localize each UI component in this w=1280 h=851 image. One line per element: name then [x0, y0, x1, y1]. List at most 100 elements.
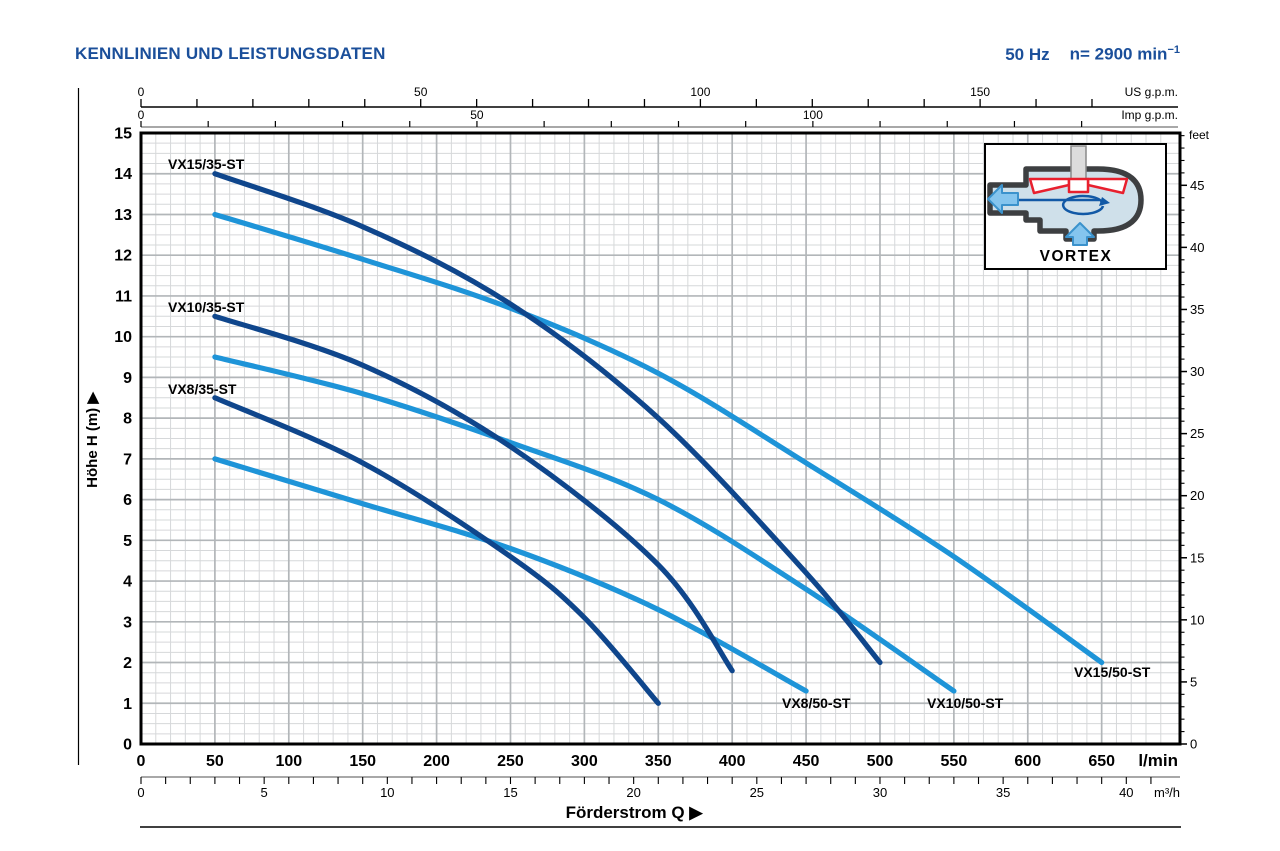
curve-label-vx8-35-st: VX8/35-ST [168, 381, 237, 397]
outlet-arrow-icon [987, 184, 1019, 214]
speed-value: n= 2900 min [1069, 44, 1168, 64]
vortex-label: VORTEX [1040, 248, 1113, 265]
svg-text:14: 14 [114, 166, 132, 183]
svg-text:450: 450 [793, 753, 820, 770]
y-axis-title: Höhe H (m) ▶ [84, 391, 101, 488]
svg-text:15: 15 [503, 785, 517, 800]
page-title: KENNLINIEN UND LEISTUNGSDATEN [75, 44, 386, 63]
swirl-arrowhead [1099, 197, 1110, 206]
curves [212, 171, 1105, 706]
curve-labels: VX15/35-ST VX15/50-ST VX10/35-ST VX10/50-ST… [168, 156, 1151, 711]
svg-text:0: 0 [138, 85, 145, 99]
x-axis-us-gpm: 0 50 100 150 US g.p.m. [138, 85, 1178, 108]
svg-text:50: 50 [414, 85, 428, 99]
svg-text:600: 600 [1014, 753, 1041, 770]
x-axis-m3h: 0 5 10 15 20 25 30 35 40 m³/h [137, 776, 1180, 800]
svg-text:2: 2 [123, 655, 132, 672]
svg-text:12: 12 [114, 248, 132, 265]
curve-label-vx8-50-st: VX8/50-ST [782, 695, 851, 711]
svg-text:7: 7 [123, 451, 132, 468]
svg-text:13: 13 [114, 207, 132, 224]
y-axis-feet: 0 5 10 15 20 25 30 35 40 45 feet [1180, 128, 1210, 752]
svg-text:150: 150 [349, 753, 376, 770]
svg-text:100: 100 [275, 753, 302, 770]
curve-label-vx15-50-st: VX15/50-ST [1074, 664, 1151, 680]
curve-label-vx10-50-st: VX10/50-ST [927, 695, 1004, 711]
svg-text:3: 3 [123, 614, 132, 631]
m3h-unit: m³/h [1154, 785, 1180, 800]
svg-text:35: 35 [1190, 302, 1204, 317]
svg-text:35: 35 [996, 785, 1010, 800]
svg-text:1: 1 [123, 696, 132, 713]
svg-text:30: 30 [1190, 364, 1204, 379]
curve-label-vx10-35-st: VX10/35-ST [168, 299, 245, 315]
svg-text:400: 400 [719, 753, 746, 770]
svg-text:5: 5 [1190, 674, 1197, 689]
curve-vx8-35-st [212, 395, 661, 706]
svg-text:550: 550 [941, 753, 968, 770]
svg-text:30: 30 [873, 785, 887, 800]
svg-text:15: 15 [1190, 550, 1204, 565]
svg-text:15: 15 [114, 126, 132, 143]
svg-text:200: 200 [423, 753, 450, 770]
feet-unit: feet [1189, 128, 1210, 142]
us-gpm-unit: US g.p.m. [1125, 85, 1178, 99]
svg-text:100: 100 [690, 85, 710, 99]
header-frequency-speed: 50 Hz n= 2900 min−1 [1005, 44, 1180, 65]
chart-root: VX15/35-ST VX15/50-ST VX10/35-ST VX10/50-ST… [77, 85, 1210, 828]
svg-text:4: 4 [123, 574, 132, 591]
svg-text:45: 45 [1190, 178, 1204, 193]
svg-text:10: 10 [114, 329, 132, 346]
speed-exponent: −1 [1167, 44, 1180, 56]
svg-text:500: 500 [867, 753, 894, 770]
svg-text:0: 0 [1190, 737, 1197, 752]
svg-text:25: 25 [1190, 426, 1204, 441]
svg-text:650: 650 [1088, 753, 1115, 770]
svg-text:50: 50 [470, 108, 484, 122]
svg-text:250: 250 [497, 753, 524, 770]
curve-label-vx15-35-st: VX15/35-ST [168, 156, 245, 172]
vortex-inset: VORTEX [984, 143, 1167, 270]
svg-text:0: 0 [123, 737, 132, 754]
curve-vx10-50-st [212, 354, 957, 694]
inlet-arrow-icon [1065, 222, 1095, 246]
svg-text:100: 100 [803, 108, 823, 122]
svg-text:5: 5 [123, 533, 132, 550]
svg-text:10: 10 [380, 785, 394, 800]
svg-text:11: 11 [115, 288, 132, 305]
x-axis-imp-gpm: 0 50 100 Imp g.p.m. [138, 108, 1178, 128]
svg-text:5: 5 [261, 785, 268, 800]
svg-text:150: 150 [970, 85, 990, 99]
svg-text:350: 350 [645, 753, 672, 770]
curve-vx10-35-st [212, 313, 735, 674]
impeller-icon [1028, 177, 1129, 195]
svg-text:10: 10 [1190, 612, 1204, 627]
frequency-value: 50 Hz [1005, 44, 1050, 64]
svg-text:20: 20 [626, 785, 640, 800]
curve-vx15-50-st [212, 211, 1105, 666]
figure-frame: Förderstrom Q ▶ [77, 88, 1181, 828]
imp-gpm-unit: Imp g.p.m. [1121, 108, 1178, 122]
svg-text:6: 6 [123, 492, 132, 509]
plot-border [139, 131, 1182, 746]
svg-text:0: 0 [137, 753, 146, 770]
lmin-unit: l/min [1138, 751, 1178, 770]
svg-text:0: 0 [137, 785, 144, 800]
svg-text:8: 8 [123, 411, 132, 428]
vortex-swirl-icon [1061, 194, 1105, 216]
svg-text:300: 300 [571, 753, 598, 770]
svg-text:0: 0 [138, 108, 145, 122]
curve-vx15-35-st [212, 171, 883, 666]
svg-text:25: 25 [750, 785, 764, 800]
svg-text:20: 20 [1190, 488, 1204, 503]
svg-text:9: 9 [123, 370, 132, 387]
x-axis-title: Förderstrom Q ▶ [566, 803, 704, 822]
x-axis-lmin: 0 50 100 150 200 250 300 350 400 450 500 550 600 650 l… [137, 751, 1178, 770]
svg-text:50: 50 [206, 753, 224, 770]
svg-text:40: 40 [1190, 240, 1204, 255]
pump-shaft [1070, 145, 1087, 180]
svg-text:40: 40 [1119, 785, 1133, 800]
